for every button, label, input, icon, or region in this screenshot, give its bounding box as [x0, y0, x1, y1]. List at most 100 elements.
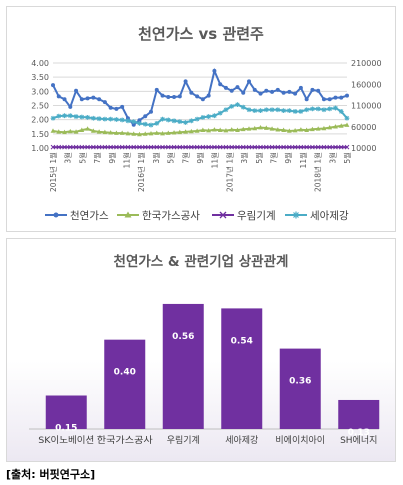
data-point	[287, 89, 292, 94]
x-tick-label: 5월	[77, 152, 87, 164]
legend-marker	[292, 211, 300, 219]
data-point	[258, 108, 263, 113]
bar-chart-title: 천연가스 & 관련기업 상관관계	[114, 253, 289, 270]
data-point	[263, 107, 269, 113]
data-point	[275, 144, 281, 150]
bar	[279, 348, 321, 429]
bar-value-label: 0.56	[172, 332, 194, 342]
data-point	[194, 144, 200, 150]
data-point	[333, 95, 338, 100]
data-point	[131, 131, 137, 136]
data-point	[316, 88, 321, 93]
data-point	[223, 144, 229, 150]
data-point	[160, 130, 165, 136]
data-point	[235, 144, 240, 150]
data-point	[166, 95, 171, 99]
data-point	[206, 127, 212, 133]
data-point	[281, 108, 286, 113]
data-point	[212, 144, 217, 150]
bar	[162, 303, 204, 429]
data-point	[310, 106, 315, 112]
bar-value-label: 0.13	[348, 428, 370, 438]
data-point	[304, 127, 310, 132]
y-left-tick-label: 3.50	[31, 73, 49, 82]
line-chart-legend: 천연가스 한국가스공사 우림기계 세아제강	[45, 210, 349, 222]
data-point	[218, 82, 223, 87]
data-point	[286, 128, 292, 133]
data-point	[51, 83, 55, 88]
bar-group: 0.40 한국가스공사	[97, 339, 154, 446]
data-point	[212, 68, 217, 73]
data-point	[171, 144, 177, 150]
data-point	[188, 144, 194, 150]
data-point	[246, 107, 252, 113]
data-point	[171, 118, 177, 124]
data-point	[114, 144, 119, 150]
data-point	[183, 120, 188, 125]
data-point	[269, 126, 275, 131]
data-point	[79, 97, 84, 102]
data-point	[344, 122, 350, 127]
x-tick-label: 3월	[327, 152, 337, 164]
bar	[45, 395, 87, 429]
x-tick-label: 9월	[283, 152, 293, 164]
y-right-tick-label: 110000	[351, 102, 382, 111]
data-point	[102, 144, 108, 150]
data-point	[154, 87, 159, 92]
data-point	[183, 129, 188, 134]
x-tick-label: 2016년 1월	[136, 152, 146, 192]
x-tick-label: 2018년 1월	[313, 152, 323, 192]
data-point	[321, 144, 327, 150]
data-point	[74, 88, 79, 93]
data-point	[240, 104, 246, 110]
data-point	[137, 144, 142, 150]
x-tick-label: 5월	[254, 152, 264, 164]
legend-label: 천연가스	[70, 210, 109, 222]
x-tick-label: 7월	[180, 152, 190, 164]
bar-value-label: 0.36	[289, 377, 311, 387]
series-1	[51, 67, 349, 127]
data-point	[67, 128, 73, 134]
data-point	[281, 127, 286, 132]
data-point	[67, 144, 73, 150]
data-point	[247, 79, 251, 84]
data-point	[235, 127, 240, 132]
legend-marker	[124, 211, 132, 218]
data-point	[212, 113, 217, 119]
data-point	[275, 127, 281, 132]
data-point	[91, 95, 96, 100]
data-point	[315, 126, 321, 131]
data-point	[293, 91, 298, 96]
x-tick-label: 3월	[151, 152, 161, 164]
data-point	[56, 144, 62, 150]
data-point	[183, 144, 188, 150]
legend-label: 우림기계	[237, 210, 276, 222]
data-point	[270, 89, 275, 94]
data-point	[119, 117, 125, 123]
data-point	[338, 109, 344, 114]
bar	[338, 399, 380, 429]
bar-category-label: 비에이치아이	[275, 434, 325, 446]
x-tick-label: 9월	[107, 152, 117, 164]
series-4	[50, 102, 350, 128]
y-right-tick-label: 60000	[351, 123, 376, 132]
data-point	[298, 85, 303, 90]
data-point	[212, 127, 217, 132]
data-point	[62, 144, 67, 150]
legend-label: 한국가스공사	[142, 210, 200, 222]
data-point	[102, 116, 108, 122]
data-point	[310, 126, 315, 132]
data-point	[321, 125, 327, 131]
data-point	[189, 90, 194, 95]
y-left-tick-label: 1.00	[31, 144, 49, 153]
data-point	[165, 130, 171, 135]
data-point	[298, 109, 304, 114]
data-point	[339, 95, 344, 100]
data-point	[304, 144, 310, 150]
data-point	[183, 79, 188, 84]
data-point	[79, 144, 85, 150]
bar-category-label: SH에너지	[340, 435, 377, 446]
data-point	[217, 127, 223, 132]
legend-marker	[53, 212, 59, 218]
